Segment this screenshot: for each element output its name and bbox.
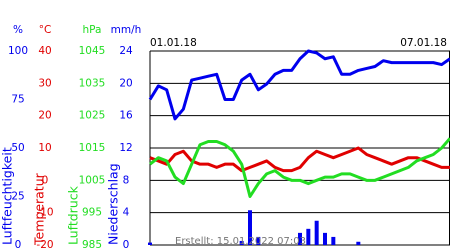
y-tick-label: 4 <box>123 207 130 219</box>
y-tick-label: 995 <box>82 207 102 219</box>
axis-title: Temperatur <box>32 172 47 246</box>
x-tick-label: 07.01.18 <box>400 37 447 49</box>
y-tick-label: 1045 <box>79 45 106 57</box>
bar <box>356 241 361 245</box>
bar <box>256 236 261 245</box>
y-tick-label: 0 <box>42 174 49 186</box>
bar <box>248 210 252 245</box>
y-tick-label: 0 <box>15 239 22 250</box>
y-tick-label: 985 <box>82 239 102 250</box>
axis-unit: hPa <box>83 24 102 36</box>
y-tick-label: 75 <box>11 94 24 106</box>
y-tick-label: 20 <box>38 110 51 122</box>
bar <box>298 232 302 245</box>
bar <box>148 242 152 245</box>
y-tick-label: 10 <box>38 142 51 154</box>
x-tick-label: 01.01.18 <box>150 37 197 49</box>
y-tick-label: 0 <box>123 239 130 250</box>
y-tick-label: -10 <box>36 207 53 219</box>
y-tick-label: 12 <box>119 142 132 154</box>
bar <box>323 232 327 245</box>
y-tick-label: 30 <box>38 77 51 89</box>
line <box>149 137 450 198</box>
footer: Erstellt: 15.01.2022 07:03 <box>175 236 306 247</box>
bar <box>306 228 311 245</box>
y-tick-label: 1005 <box>79 174 106 186</box>
y-tick-label: 20 <box>119 77 132 89</box>
y-tick-label: 24 <box>119 45 133 57</box>
y-tick-label: 16 <box>119 110 133 122</box>
y-tick-label: 1035 <box>79 77 106 89</box>
y-tick-label: 40 <box>38 45 51 57</box>
line <box>149 146 450 173</box>
y-tick-label: 8 <box>123 174 130 186</box>
y-tick-label: 100 <box>8 45 28 57</box>
y-tick-label: 1015 <box>79 142 106 154</box>
axis-unit: mm/h <box>111 24 142 36</box>
y-tick-label: 25 <box>11 191 24 203</box>
y-tick-label: -20 <box>36 239 53 250</box>
axis-unit: % <box>13 24 23 36</box>
axis-title: Luftdruck <box>66 185 81 245</box>
bar <box>239 240 244 245</box>
line <box>148 49 450 121</box>
bar <box>314 220 319 245</box>
y-tick-label: 50 <box>11 142 24 154</box>
axis-title: Niederschlag <box>106 163 121 245</box>
axis-title: Luftfeuchtigkeit <box>0 147 15 245</box>
y-tick-label: 1025 <box>79 110 106 122</box>
bar <box>331 236 336 245</box>
axis-unit: °C <box>39 24 52 36</box>
